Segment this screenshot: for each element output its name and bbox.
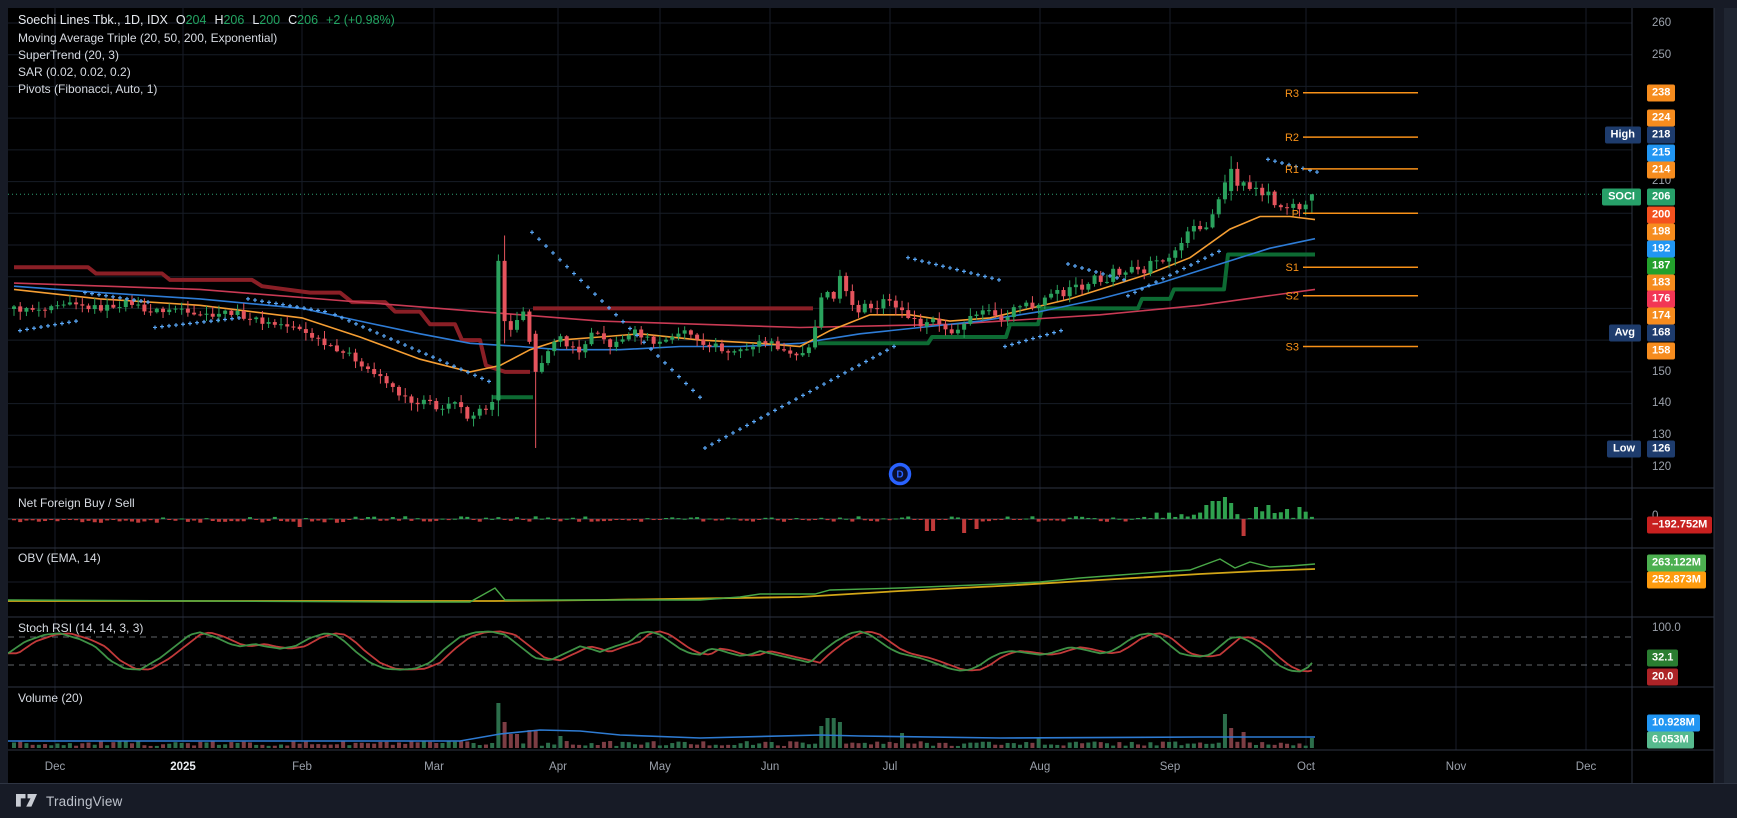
net-foreign-series [8, 497, 1632, 536]
ema20-line [13, 215, 1316, 373]
pivot-label-S1: S1 [1286, 262, 1299, 274]
price-badge-214: 214 [1647, 161, 1676, 179]
price-badge-187: 187 [1647, 257, 1676, 275]
price-scale-label: 100.0 [1652, 622, 1681, 634]
price-badge-198: 198 [1647, 223, 1676, 241]
tradingview-logo-icon[interactable] [16, 793, 38, 809]
indicator-row-sar[interactable]: SAR (0.02, 0.02, 0.2) [18, 65, 131, 79]
pivot-label-R3: R3 [1285, 88, 1299, 100]
time-axis-label-mar: Mar [424, 761, 444, 773]
price-badge-192.752M: −192.752M [1647, 516, 1713, 534]
time-axis-label-nov: Nov [1445, 761, 1467, 773]
symbol-row[interactable]: Soechi Lines Tbk., 1D, IDX O204 H206 L20… [18, 13, 395, 27]
time-axis-label-dec: Dec [1575, 761, 1597, 773]
axis-tag-soci: SOCI [1602, 188, 1641, 206]
price-badge-200: 200 [1647, 206, 1676, 224]
indicator-row-pivots[interactable]: Pivots (Fibonacci, Auto, 1) [18, 82, 158, 96]
price-scale-label: 130 [1652, 429, 1672, 441]
volume-series [8, 703, 1315, 748]
price-badge-206: 206 [1647, 188, 1676, 206]
pivot-label-P: P [1292, 208, 1299, 220]
indicator-row-supertrend[interactable]: SuperTrend (20, 3) [18, 48, 119, 62]
candlestick-series [12, 156, 1319, 450]
stoch-k-line [8, 630, 1313, 673]
obv-series [8, 558, 1316, 603]
price-badge-215: 215 [1647, 144, 1676, 162]
legend: Soechi Lines Tbk., 1D, IDX O204 H206 L20… [18, 13, 395, 95]
price-scale-label: 120 [1652, 461, 1672, 473]
price-badge-174: 174 [1647, 307, 1676, 325]
change-label: +2 (+0.98%) [326, 13, 395, 27]
time-axis-label-feb: Feb [292, 761, 312, 773]
indicator-row-ma[interactable]: Moving Average Triple (20, 50, 200, Expo… [18, 31, 278, 45]
axis-tag-avg: Avg [1608, 324, 1641, 342]
obv-line [8, 558, 1316, 603]
footer-bar: TradingView [0, 783, 1737, 818]
time-axis-label-jun: Jun [760, 761, 780, 773]
pivot-label-S3: S3 [1286, 341, 1299, 353]
price-badge-158: 158 [1647, 342, 1676, 360]
time-axis-label-may: May [649, 761, 671, 773]
stoch-d-line [8, 630, 1313, 673]
symbol-title[interactable]: Soechi Lines Tbk., 1D, IDX [18, 13, 168, 27]
price-badge-218: 218 [1647, 126, 1676, 144]
price-scale-label: 140 [1652, 397, 1672, 409]
price-badge-126: 126 [1647, 440, 1676, 458]
price-badge-252.873M: 252.873M [1647, 571, 1706, 589]
sar-dots [18, 157, 1319, 450]
net-foreign-panel-title[interactable]: Net Foreign Buy / Sell [18, 496, 135, 510]
time-axis-label-apr: Apr [549, 761, 567, 773]
pivot-label-S2: S2 [1286, 291, 1299, 303]
price-badge-192: 192 [1647, 240, 1676, 258]
supertrend-line [818, 252, 1315, 346]
brand-name[interactable]: TradingView [46, 793, 123, 809]
price-badge-20.0: 20.0 [1647, 668, 1679, 686]
pivot-label-R2: R2 [1285, 132, 1299, 144]
time-axis-label-dec: Dec [44, 761, 66, 773]
ema200-line [13, 282, 1316, 329]
time-axis-label-oct: Oct [1297, 761, 1315, 773]
price-scale-label: 150 [1652, 366, 1672, 378]
price-scale-label: 250 [1652, 49, 1672, 61]
pivot-label-R1: R1 [1285, 164, 1299, 176]
time-axis-label-sep: Sep [1159, 761, 1181, 773]
time-axis-label-aug: Aug [1029, 761, 1051, 773]
price-badge-263.122M: 263.122M [1647, 554, 1706, 572]
low-label: L200 [252, 13, 281, 27]
price-badge-176: 176 [1647, 290, 1676, 308]
obv-panel-title[interactable]: OBV (EMA, 14) [18, 551, 101, 565]
stoch-rsi-series [8, 630, 1632, 673]
price-badge-238: 238 [1647, 84, 1676, 102]
stoch-rsi-panel-title[interactable]: Stoch RSI (14, 14, 3, 3) [18, 621, 144, 635]
price-badge-32.1: 32.1 [1647, 649, 1679, 667]
volume-panel-title[interactable]: Volume (20) [18, 691, 83, 705]
time-axis-label-2025: 2025 [170, 761, 196, 773]
time-axis-label-jul: Jul [882, 761, 898, 773]
open-label: O204 [175, 13, 207, 27]
dividend-marker[interactable]: D [888, 462, 912, 486]
price-badge-6.053M: 6.053M [1647, 731, 1694, 749]
axis-tag-low: Low [1607, 440, 1641, 458]
axis-tag-high: High [1604, 126, 1641, 144]
price-badge-183: 183 [1647, 274, 1676, 292]
pivot-levels: R3 R2 R1 P S1 S2 S3 [1285, 88, 1418, 353]
price-badge-168: 168 [1647, 324, 1676, 342]
high-label: H206 [214, 13, 245, 27]
price-badge-224: 224 [1647, 109, 1676, 127]
price-badge-10.928M: 10.928M [1647, 714, 1700, 732]
volume-ma-line [8, 729, 1315, 742]
svg-text:D: D [896, 470, 903, 481]
close-label: C206 [288, 13, 319, 27]
price-scale-label: 0 [1652, 510, 1658, 522]
price-scale-label: 260 [1652, 17, 1672, 29]
